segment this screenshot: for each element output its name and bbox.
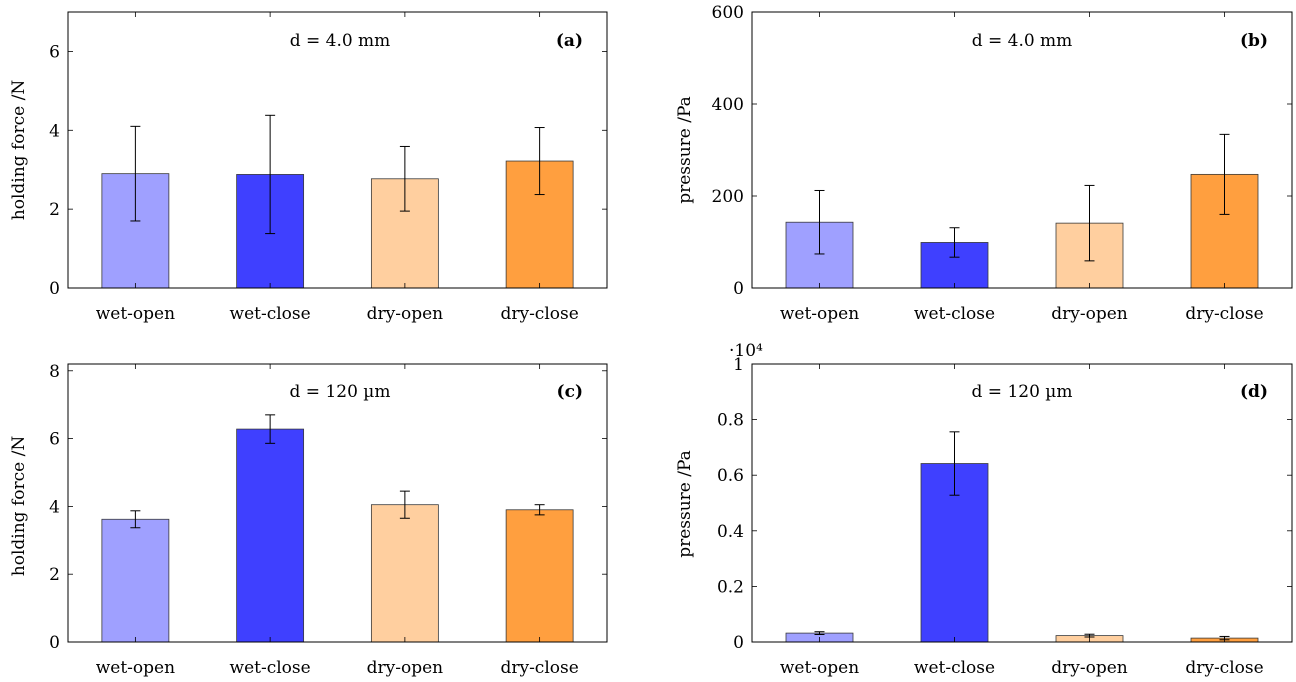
x-tick-label: dry-open bbox=[367, 304, 444, 324]
x-tick-label: dry-open bbox=[367, 658, 444, 678]
panel-b-label: (b) bbox=[1240, 31, 1268, 51]
y-tick-label: 6 bbox=[49, 42, 60, 62]
y-tick-label: 4 bbox=[49, 121, 60, 141]
x-tick-label: dry-close bbox=[500, 658, 578, 678]
x-tick-label: wet-open bbox=[780, 658, 859, 678]
panel-a-ylabel: holding force /N bbox=[9, 80, 29, 221]
y-tick-label: 2 bbox=[49, 200, 60, 220]
y-tick-label: 600 bbox=[712, 3, 744, 23]
bar-dry-open bbox=[370, 504, 439, 643]
y-tick-label: 0 bbox=[733, 633, 744, 653]
y-tick-label: 400 bbox=[712, 95, 744, 115]
plot-frame bbox=[751, 363, 1293, 643]
panel-b: d = 4.0 mm (b) pressure /Pa wet-open wet-… bbox=[675, 3, 1293, 324]
bar-dry-close bbox=[505, 509, 574, 643]
x-tick-label: wet-open bbox=[780, 304, 859, 324]
x-tick-label: wet-close bbox=[230, 304, 311, 324]
bar-wet-open bbox=[101, 518, 170, 643]
panel-b-annotation: d = 4.0 mm bbox=[972, 31, 1073, 51]
x-tick-label: wet-close bbox=[914, 658, 995, 678]
y-tick-label: 6 bbox=[49, 430, 60, 450]
y-tick-label: 200 bbox=[712, 187, 744, 207]
panel-c-annotation: d = 120 µm bbox=[290, 382, 391, 402]
panel-b-ylabel: pressure /Pa bbox=[675, 96, 695, 204]
y-tick-label: 8 bbox=[49, 362, 60, 382]
panel-c-label: (c) bbox=[557, 382, 583, 402]
panel-d-label: (d) bbox=[1240, 382, 1268, 402]
panel-d-multiplier: ·10⁴ bbox=[729, 341, 763, 361]
panel-a: d = 4.0 mm (a) holding force /N wet-open… bbox=[9, 11, 608, 324]
y-tick-label: 0.8 bbox=[717, 411, 744, 431]
x-tick-label: wet-close bbox=[914, 304, 995, 324]
plot-frame bbox=[751, 11, 1293, 289]
panel-d: d = 120 µm (d) pressure /Pa ·10⁴ wet-ope… bbox=[675, 341, 1293, 678]
plot-frame bbox=[67, 363, 608, 643]
y-tick-label: 0.6 bbox=[717, 466, 744, 486]
panel-c: d = 120 µm (c) holding force /N wet-open… bbox=[9, 362, 608, 678]
y-tick-label: 1 bbox=[733, 355, 744, 375]
x-tick-label: dry-close bbox=[1185, 304, 1263, 324]
panel-d-annotation: d = 120 µm bbox=[972, 382, 1073, 402]
y-tick-label: 0.4 bbox=[717, 522, 744, 542]
x-tick-label: dry-close bbox=[500, 304, 578, 324]
x-tick-label: dry-open bbox=[1051, 658, 1128, 678]
plot-frame bbox=[67, 11, 608, 289]
x-tick-label: dry-close bbox=[1185, 658, 1263, 678]
y-tick-label: 4 bbox=[49, 497, 60, 517]
y-tick-label: 2 bbox=[49, 565, 60, 585]
x-tick-label: wet-open bbox=[96, 658, 175, 678]
x-tick-label: wet-close bbox=[230, 658, 311, 678]
panel-a-label: (a) bbox=[556, 31, 583, 51]
y-tick-label: 0 bbox=[49, 633, 60, 653]
panel-c-ylabel: holding force /N bbox=[9, 436, 29, 577]
bar-wet-close bbox=[236, 428, 305, 643]
y-tick-label: 0.2 bbox=[717, 577, 744, 597]
y-tick-label: 0 bbox=[49, 279, 60, 299]
panel-a-annotation: d = 4.0 mm bbox=[290, 31, 391, 51]
x-tick-label: dry-open bbox=[1051, 304, 1128, 324]
panel-d-ylabel: pressure /Pa bbox=[675, 450, 695, 558]
x-tick-label: wet-open bbox=[96, 304, 175, 324]
y-tick-label: 0 bbox=[733, 279, 744, 299]
